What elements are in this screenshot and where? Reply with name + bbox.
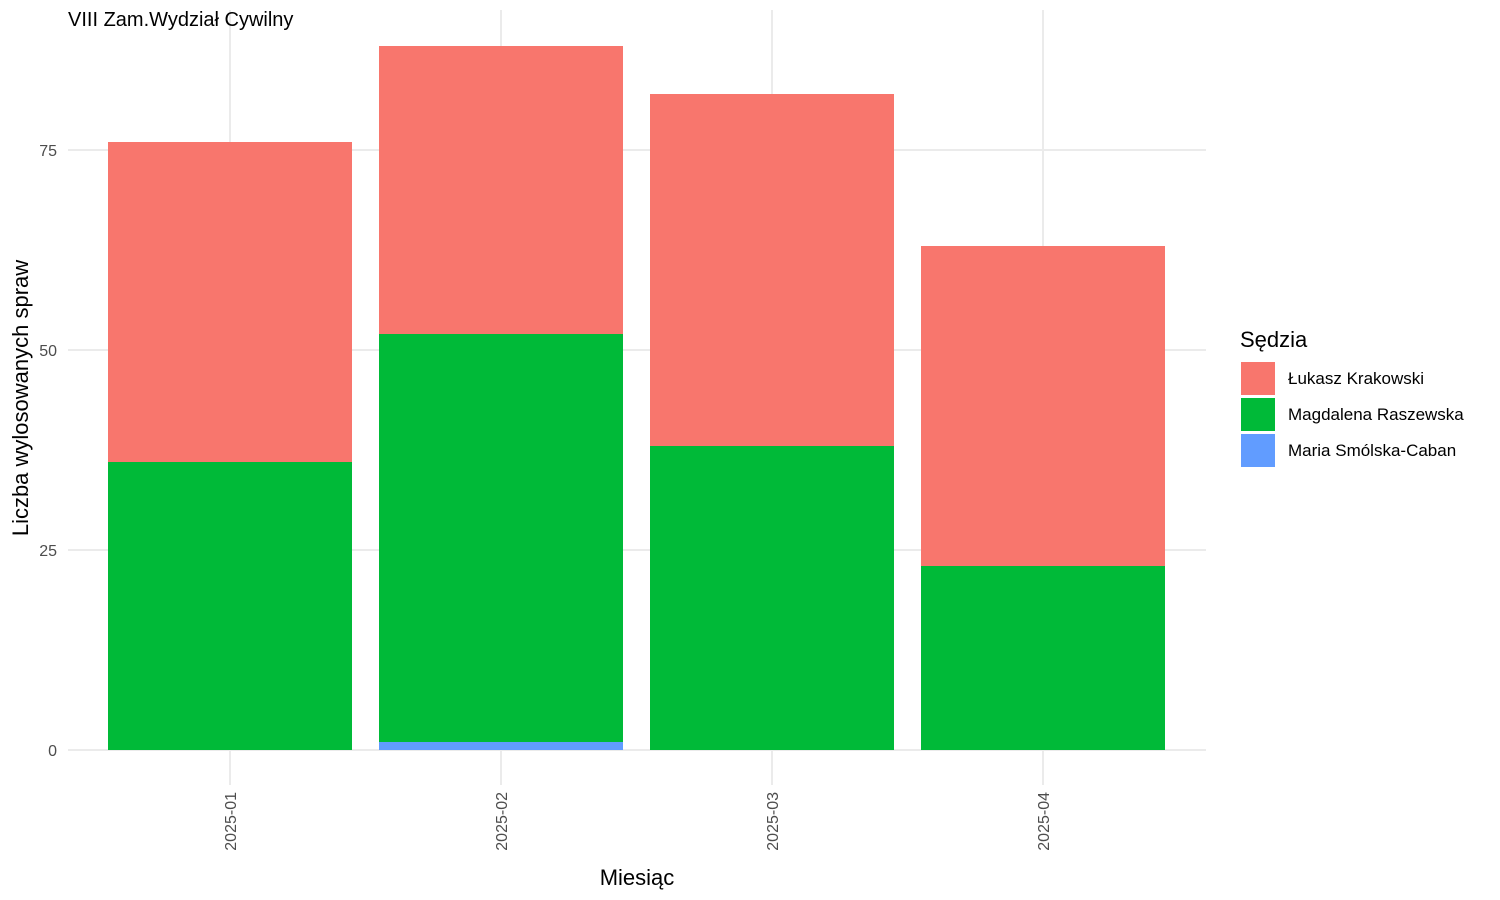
x-tick-label: 2025-01	[223, 792, 240, 851]
bar-segment	[650, 94, 894, 446]
bar-segment	[650, 446, 894, 750]
legend: Sędzia Łukasz Krakowski Magdalena Raszews…	[1240, 327, 1464, 467]
y-tick-label: 0	[48, 743, 57, 760]
legend-label: Łukasz Krakowski	[1288, 369, 1424, 388]
y-tick-label: 50	[39, 343, 57, 360]
bar-segment	[108, 462, 352, 750]
bar-segment	[921, 566, 1165, 750]
legend-label: Magdalena Raszewska	[1288, 405, 1464, 424]
legend-items: Łukasz Krakowski Magdalena Raszewska Maria…	[1241, 362, 1464, 467]
x-tick-label: 2025-04	[1036, 792, 1053, 851]
x-axis-title: Miesiąc	[600, 865, 675, 890]
bar-segment	[108, 142, 352, 462]
x-tick-label: 2025-03	[765, 792, 782, 851]
legend-swatch	[1241, 434, 1275, 467]
bar-segment	[379, 46, 623, 334]
legend-label: Maria Smólska-Caban	[1288, 441, 1456, 460]
legend-title: Sędzia	[1240, 327, 1308, 352]
y-tick-label: 25	[39, 543, 57, 560]
bar-segment	[379, 742, 623, 750]
legend-swatch	[1241, 362, 1275, 395]
x-tick-labels: 2025-01 2025-02 2025-03 2025-04	[223, 792, 1053, 851]
bar-segment	[921, 246, 1165, 566]
y-tick-labels: 0 25 50 75	[39, 143, 57, 760]
bar-segment	[379, 334, 623, 742]
y-tick-label: 75	[39, 143, 57, 160]
y-axis-title: Liczba wylosowanych spraw	[8, 260, 33, 536]
bars-layer	[108, 46, 1165, 750]
chart-title: VIII Zam.Wydział Cywilny	[68, 9, 293, 31]
x-tick-label: 2025-02	[494, 792, 511, 851]
legend-swatch	[1241, 398, 1275, 431]
